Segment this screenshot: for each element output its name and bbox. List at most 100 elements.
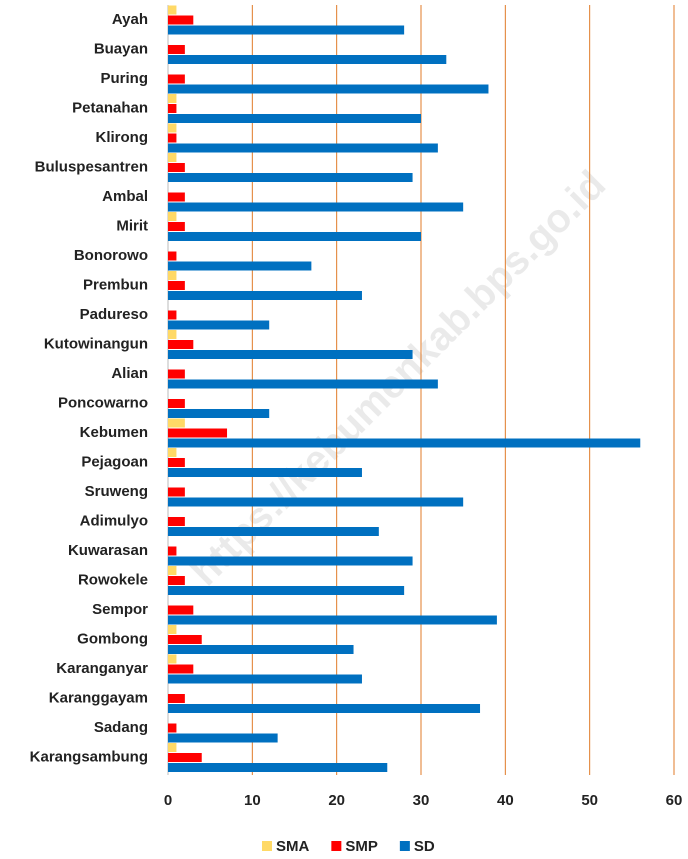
y-tick-label: Sempor: [92, 601, 148, 618]
bar: [168, 143, 438, 153]
bar: [168, 271, 177, 280]
y-tick-label: Petanahan: [72, 99, 148, 116]
y-tick-label: Puring: [101, 70, 149, 87]
bar: [168, 212, 177, 221]
x-tick-label: 40: [497, 792, 514, 809]
bar: [168, 369, 185, 379]
bar: [168, 399, 185, 408]
bar: [168, 133, 177, 143]
bar: [168, 556, 413, 566]
y-tick-label: Padureso: [80, 306, 148, 323]
y-tick-label: Poncowarno: [58, 394, 148, 411]
y-tick-label: Buluspesantren: [35, 158, 148, 175]
x-tick-label: 10: [244, 792, 261, 809]
y-tick-label: Pejagoan: [81, 453, 148, 470]
bar: [168, 635, 202, 644]
bar: [168, 25, 405, 35]
y-tick-label: Prembun: [83, 276, 148, 293]
bar: [168, 704, 481, 713]
bar: [168, 251, 177, 261]
y-tick-label: Rowokele: [78, 571, 148, 588]
legend-label: SMA: [276, 838, 310, 855]
bar: [168, 173, 413, 182]
y-tick-label: Karanggayam: [49, 689, 148, 706]
bar: [168, 202, 464, 212]
bar: [168, 497, 464, 507]
y-tick-label: Gombong: [77, 630, 148, 647]
bar: [168, 743, 177, 752]
x-tick-label: 20: [328, 792, 345, 809]
legend-swatch: [399, 841, 410, 851]
bar: [168, 458, 185, 467]
x-tick-label: 0: [164, 792, 172, 809]
bar: [168, 546, 177, 556]
bar: [168, 340, 194, 349]
y-tick-label: Buayan: [94, 40, 148, 57]
y-tick-label: Sadang: [94, 719, 148, 736]
bar: [168, 664, 194, 674]
legend-swatch: [331, 841, 342, 851]
bar: [168, 517, 185, 526]
bar: [168, 192, 185, 202]
bar: [168, 291, 362, 300]
bar: [168, 74, 185, 84]
bar: [168, 586, 405, 595]
y-tick-label: Karangsambung: [30, 748, 148, 765]
bar: [168, 84, 489, 94]
legend-label: SD: [414, 838, 435, 855]
bar: [168, 310, 177, 320]
bar: [168, 114, 421, 123]
bar: [168, 576, 185, 585]
bar: [168, 222, 185, 231]
bar: [168, 694, 185, 703]
bar: [168, 448, 177, 457]
bar: [168, 163, 185, 172]
x-tick-label: 60: [666, 792, 683, 809]
bar: [168, 15, 194, 25]
bar: [168, 605, 194, 615]
x-tick-label: 50: [581, 792, 598, 809]
bar: [168, 527, 379, 536]
bar: [168, 763, 388, 772]
y-tick-label: Alian: [111, 365, 148, 382]
bar: [168, 104, 177, 113]
y-tick-label: Karanganyar: [56, 660, 148, 677]
bar: [168, 615, 497, 625]
bar: [168, 330, 177, 339]
y-tick-label: Kuwarasan: [68, 542, 148, 559]
bar: [168, 45, 185, 54]
bar: [168, 753, 202, 762]
bar: [168, 674, 362, 684]
y-tick-label: Bonorowo: [74, 247, 148, 264]
bar: [168, 418, 185, 428]
y-tick-label: Kutowinangun: [44, 335, 148, 352]
bar: [168, 566, 177, 575]
bar: [168, 261, 312, 271]
y-tick-label: Sruweng: [85, 483, 148, 500]
bar: [168, 320, 270, 330]
y-tick-label: Mirit: [116, 217, 148, 234]
legend-swatch: [262, 841, 272, 851]
bar: [168, 645, 354, 654]
bar: [168, 153, 177, 162]
bar: [168, 379, 438, 389]
y-tick-label: Klirong: [96, 129, 149, 146]
y-tick-label: Kebumen: [80, 424, 148, 441]
bar: [168, 5, 177, 15]
bar: [168, 409, 270, 418]
legend-label: SMP: [345, 838, 378, 855]
y-tick-label: Adimulyo: [80, 512, 148, 529]
bar: [168, 733, 278, 743]
y-tick-label: Ambal: [102, 188, 148, 205]
bar: [168, 438, 641, 448]
bar: [168, 654, 177, 664]
bar: [168, 232, 421, 241]
bar: [168, 350, 413, 359]
bar: [168, 625, 177, 634]
bar: [168, 281, 185, 290]
bar: [168, 723, 177, 733]
bar: [168, 55, 447, 64]
y-tick-label: Ayah: [112, 11, 148, 28]
bar: [168, 94, 177, 103]
